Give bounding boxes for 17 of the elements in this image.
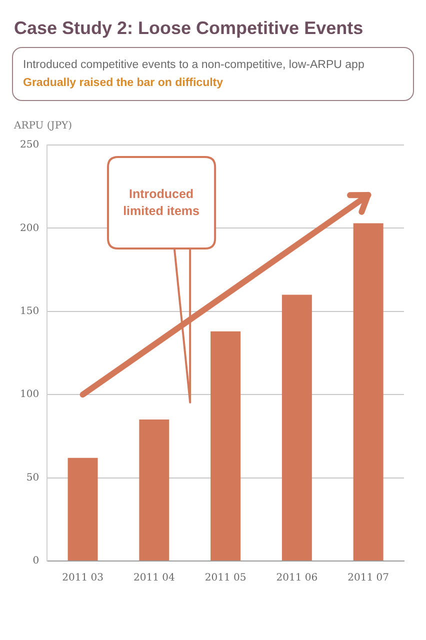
y-tick-label: 250	[20, 140, 40, 151]
bar	[68, 458, 98, 560]
y-tick-label: 100	[20, 389, 40, 400]
x-tick-label: 2011 05	[204, 572, 246, 584]
chart-title: Case Study 2: Loose Competitive Events	[13, 17, 364, 40]
x-tick-label: 2011 07	[348, 572, 389, 584]
y-tick-label: 0	[32, 556, 40, 567]
y-tick-label: 150	[20, 306, 40, 317]
bar	[210, 331, 241, 560]
y-tick-label: 200	[20, 222, 40, 234]
x-tick-label: 2011 04	[133, 572, 175, 584]
chart-subtitle: Introduced competitive events to a non-competitive, low-ARPU app Gradually raised the bar on difficulty	[23, 58, 366, 91]
x-tick-label: 2011 06	[276, 572, 318, 584]
bar	[139, 420, 170, 560]
y-axis-title: ARPU (JPY)	[13, 120, 72, 132]
x-tick-label: 2011 03	[62, 572, 104, 584]
y-tick-label: 50	[26, 472, 40, 484]
